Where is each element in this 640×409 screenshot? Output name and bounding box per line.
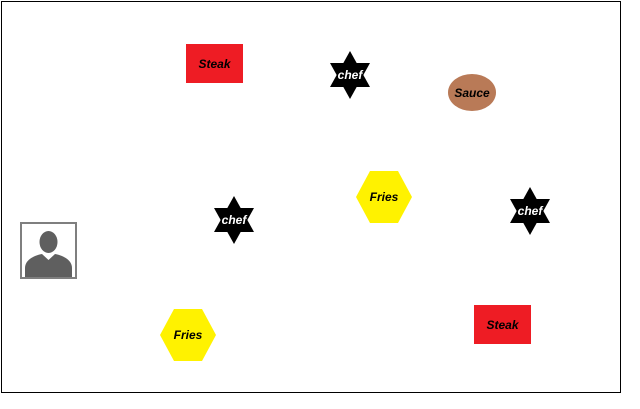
star-of-david-icon xyxy=(330,51,370,99)
steak-label: Steak xyxy=(486,317,519,332)
sauce-label: Sauce xyxy=(454,85,490,100)
fries-item[interactable]: Fries xyxy=(160,309,216,361)
star-of-david-icon xyxy=(510,187,550,235)
fries-label: Fries xyxy=(369,190,399,204)
star-of-david-icon xyxy=(214,196,254,244)
chef-enemy[interactable]: chef xyxy=(507,187,553,235)
game-board: Steak chef Sauce Fries chef chef xyxy=(1,1,621,393)
chef-enemy[interactable]: chef xyxy=(327,51,373,99)
steak-item[interactable]: Steak xyxy=(186,44,243,83)
hexagon-icon xyxy=(356,171,412,223)
steak-item[interactable]: Steak xyxy=(474,305,531,344)
chef-label: chef xyxy=(337,68,363,82)
person-silhouette-icon xyxy=(25,231,72,277)
hexagon-icon xyxy=(160,309,216,361)
chef-enemy[interactable]: chef xyxy=(211,196,257,244)
fries-item[interactable]: Fries xyxy=(356,171,412,223)
chef-label: chef xyxy=(517,204,543,218)
player-avatar[interactable] xyxy=(20,222,77,279)
fries-label: Fries xyxy=(173,328,203,342)
chef-label: chef xyxy=(221,213,247,227)
sauce-item[interactable]: Sauce xyxy=(448,74,496,111)
steak-label: Steak xyxy=(198,56,231,71)
